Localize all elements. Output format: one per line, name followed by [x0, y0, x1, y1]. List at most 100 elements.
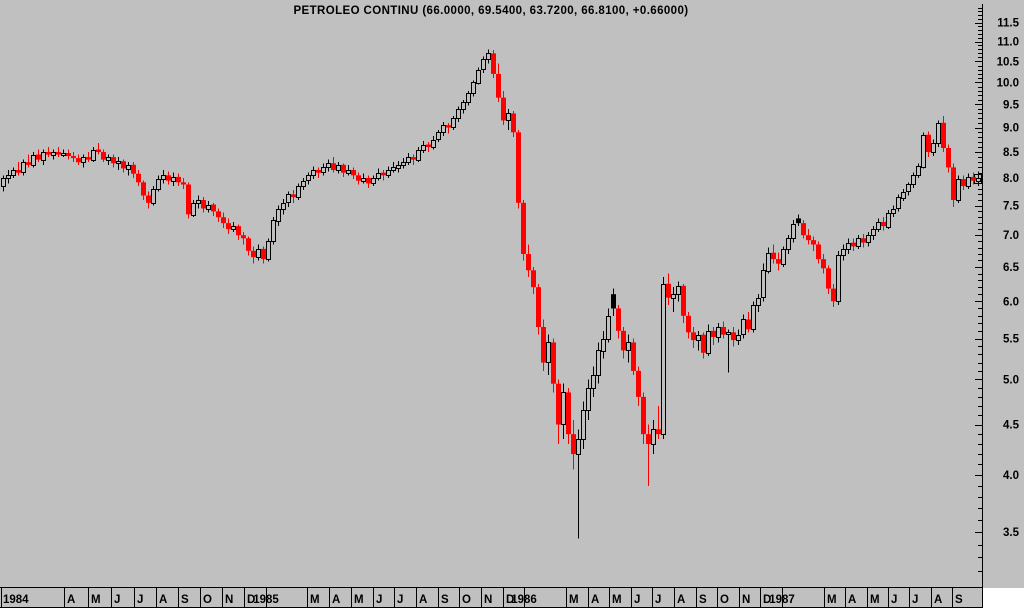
candle-up — [581, 401, 586, 450]
candle-down — [426, 142, 431, 153]
candle-down — [861, 233, 866, 248]
candle-up — [271, 217, 276, 245]
candle-up — [126, 162, 131, 176]
candle-down — [776, 252, 781, 271]
candle-up — [466, 91, 471, 106]
candle-down — [826, 265, 831, 295]
candle-down — [666, 273, 671, 305]
time-axis-month-label: J — [397, 594, 403, 606]
time-axis-year-label: 1985 — [253, 594, 279, 606]
candle-up — [486, 49, 491, 64]
candle-up — [911, 172, 916, 188]
candle-down — [86, 152, 91, 163]
candle-up — [751, 301, 756, 333]
candle-up — [626, 334, 631, 363]
candle-down — [246, 236, 251, 256]
candle-down — [121, 159, 126, 173]
time-axis-month-label: D — [247, 594, 255, 606]
candle-up — [506, 108, 511, 130]
candle-up — [741, 314, 746, 339]
time-axis-month-label: M — [612, 594, 622, 606]
price-axis-label: 7.5 — [1003, 201, 1020, 213]
candle-down — [291, 189, 296, 203]
candle-up — [51, 149, 56, 160]
candle-up — [586, 379, 591, 420]
candle-down — [881, 217, 886, 231]
candle-down — [806, 229, 811, 245]
candle-down — [526, 244, 531, 277]
candle-down — [811, 236, 816, 251]
candle-up — [161, 170, 166, 184]
candle-up — [276, 205, 281, 227]
candle-down — [496, 63, 501, 103]
candle-down — [816, 241, 821, 264]
candle-down — [516, 129, 521, 209]
candle-up — [376, 168, 381, 181]
candle-up — [846, 238, 851, 254]
candle-down — [551, 338, 556, 393]
candle-down — [446, 122, 451, 134]
candle-up — [611, 288, 616, 316]
candle-up — [401, 158, 406, 169]
time-axis-month-label: A — [848, 594, 856, 606]
time-axis-month-label: J — [376, 594, 382, 606]
candle-up — [931, 139, 936, 157]
candle-down — [731, 327, 736, 347]
candle-up — [471, 80, 476, 97]
candle-up — [756, 294, 761, 313]
candle-down — [721, 321, 726, 339]
candle-up — [106, 154, 111, 165]
candle-up — [326, 159, 331, 172]
candle-up — [876, 218, 881, 233]
price-axis-label: 3.5 — [1003, 527, 1020, 539]
candle-down — [136, 170, 141, 187]
candle-up — [706, 324, 711, 357]
candle-up — [726, 329, 731, 373]
time-axis-month-label: S — [955, 594, 963, 606]
candle-down — [56, 147, 61, 158]
candle-down — [226, 218, 231, 234]
candle-up — [651, 419, 656, 455]
candle-down — [831, 283, 836, 308]
candle-up — [886, 210, 891, 230]
candle-up — [781, 246, 786, 267]
candle-down — [571, 419, 576, 470]
candle-down — [381, 170, 386, 181]
candle-up — [901, 188, 906, 202]
time-axis-month-label: M — [354, 594, 364, 606]
time-axis-month-label: S — [699, 594, 707, 606]
candle-down — [641, 392, 646, 444]
candle-down — [616, 304, 621, 339]
candle-up — [31, 152, 36, 168]
candle-down — [251, 246, 256, 264]
candle-up — [661, 276, 666, 440]
price-axis-label: 11.5 — [997, 18, 1019, 30]
candle-up — [796, 214, 801, 227]
candle-down — [686, 312, 691, 339]
candle-up — [736, 329, 741, 345]
candle-down — [216, 208, 221, 222]
candle-down — [46, 147, 51, 158]
candle-down — [536, 283, 541, 335]
time-axis-month-label: A — [159, 594, 167, 606]
price-axis-label: 6.0 — [1003, 296, 1019, 308]
candle-up — [896, 194, 901, 212]
price-axis-label: 11.0 — [997, 37, 1019, 49]
price-axis-label: 5.0 — [1003, 374, 1019, 386]
candle-up — [191, 199, 196, 218]
axis-corner — [983, 588, 1024, 608]
candle-up — [301, 178, 306, 190]
candle-down — [71, 152, 76, 163]
candle-down — [656, 405, 661, 440]
candle-up — [416, 147, 421, 163]
time-axis-month-label: O — [462, 594, 471, 606]
time-axis-month-label: J — [891, 594, 897, 606]
candle-up — [716, 323, 721, 343]
candle-down — [631, 338, 636, 376]
time-axis-month-label: N — [742, 594, 750, 606]
candle-down — [211, 202, 216, 217]
candle-down — [556, 379, 561, 444]
candle-down — [746, 312, 751, 333]
candle-up — [906, 182, 911, 196]
candle-up — [21, 159, 26, 176]
